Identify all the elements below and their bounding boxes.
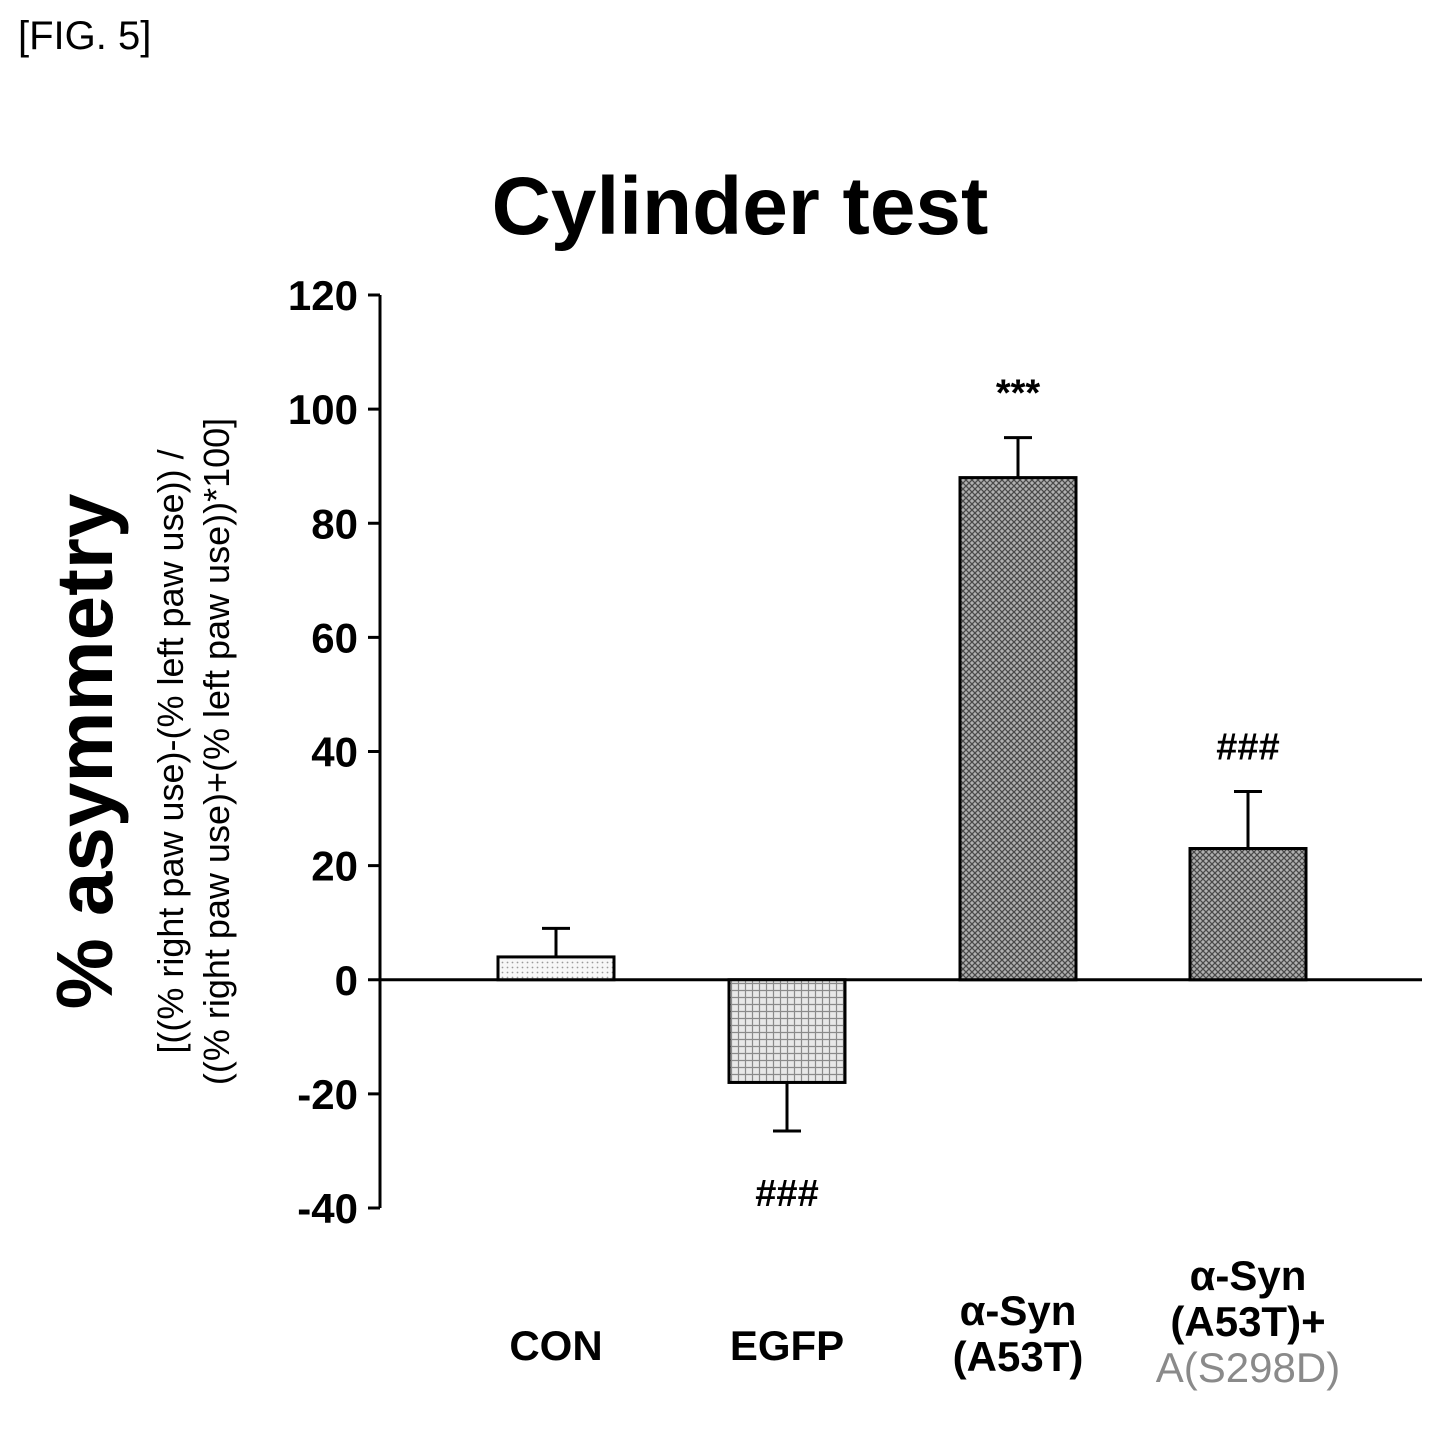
significance-label: ### <box>755 1173 818 1215</box>
category-label: (A53T) <box>953 1333 1084 1380</box>
y-axis-subtitle-line: ((% right paw use)+(% left paw use))*100… <box>196 418 237 1085</box>
figure-label: [FIG. 5] <box>18 14 152 58</box>
chart-title: Cylinder test <box>491 161 989 252</box>
y-tick-label: -40 <box>297 1185 358 1232</box>
y-tick-label: 0 <box>335 957 358 1004</box>
y-tick-label: 80 <box>311 500 358 547</box>
y-tick-label: 20 <box>311 843 358 890</box>
category-label: A(S298D) <box>1156 1344 1340 1391</box>
category-label: α-Syn <box>960 1287 1077 1334</box>
bar <box>727 978 847 1084</box>
y-tick-label: 100 <box>288 386 358 433</box>
axes: -40 -20 0 20 40 60 80 100 120 <box>288 272 1422 1232</box>
category-label: α-Syn <box>1190 1252 1307 1299</box>
y-axis-subtitle-line: [((% right paw use)-(% left paw use)) / <box>150 449 191 1053</box>
y-tick-label: 120 <box>288 272 358 319</box>
bar <box>496 955 616 982</box>
category-label: (A53T)+ <box>1170 1298 1325 1345</box>
category-label: EGFP <box>730 1322 844 1369</box>
category-label: CON <box>509 1322 602 1369</box>
bars: ### *** ### <box>496 373 1308 1215</box>
y-axis-title: % asymmetry <box>40 493 129 1009</box>
bar <box>1188 847 1308 982</box>
y-tick-label: -20 <box>297 1071 358 1118</box>
y-tick-label: 60 <box>311 614 358 661</box>
significance-label: *** <box>996 373 1041 415</box>
y-axis-title-group: % asymmetry [((% right paw use)-(% left p… <box>40 418 237 1085</box>
y-tick-label: 40 <box>311 729 358 776</box>
significance-label: ### <box>1216 726 1279 768</box>
bar <box>958 476 1078 982</box>
